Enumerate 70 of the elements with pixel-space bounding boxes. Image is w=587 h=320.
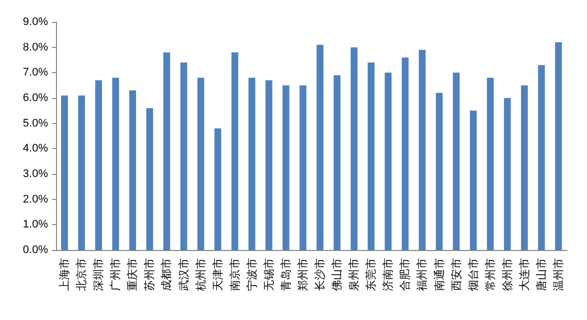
y-tick-label: 2.0% xyxy=(22,193,48,206)
x-tick-label: 重庆市 xyxy=(126,258,140,291)
x-tick-label: 郑州市 xyxy=(296,258,310,291)
bar xyxy=(384,72,392,250)
y-tick-label: 8.0% xyxy=(22,41,48,54)
bar xyxy=(300,85,306,250)
bar xyxy=(486,78,494,250)
y-tick-label: 7.0% xyxy=(22,66,48,79)
x-tick-label: 东莞市 xyxy=(364,258,378,291)
x-tick-label: 大连市 xyxy=(518,258,531,291)
x-tick-label: 无锡市 xyxy=(262,258,276,291)
bar xyxy=(504,98,511,250)
x-tick-label: 西安市 xyxy=(450,258,463,291)
bar xyxy=(368,62,375,250)
x-tick-label: 北京市 xyxy=(75,258,88,291)
bar xyxy=(214,128,222,250)
bar xyxy=(61,95,68,250)
bar xyxy=(316,44,324,250)
y-tick-label: 0.0% xyxy=(22,244,48,256)
y-tick-label: 6.0% xyxy=(22,92,48,104)
x-tick-label: 温州市 xyxy=(552,258,565,291)
x-tick-label: 成都市 xyxy=(160,258,174,291)
bar xyxy=(418,50,426,250)
y-tick-label: 4.0% xyxy=(22,142,48,155)
bar xyxy=(334,75,340,250)
x-tick-label: 南通市 xyxy=(432,258,446,291)
bar xyxy=(95,80,102,250)
x-tick-label: 上海市 xyxy=(58,258,72,291)
bar xyxy=(146,108,154,250)
bar xyxy=(402,57,409,250)
bar xyxy=(231,52,238,250)
y-tick-label: 5.0% xyxy=(22,117,48,130)
bar xyxy=(129,90,136,250)
bar xyxy=(452,72,460,250)
x-tick-label: 合肥市 xyxy=(398,258,412,291)
x-tick-label: 广州市 xyxy=(109,258,122,291)
x-tick-label: 宁波市 xyxy=(245,258,258,291)
bar xyxy=(470,110,477,250)
x-tick-label: 青岛市 xyxy=(279,258,292,291)
x-tick-label: 南京市 xyxy=(228,258,242,291)
bar xyxy=(180,62,188,250)
x-tick-label: 福州市 xyxy=(416,258,429,291)
bar xyxy=(78,95,85,250)
bar xyxy=(266,80,272,250)
y-tick-label: 9.0% xyxy=(22,16,48,28)
bar xyxy=(538,65,545,250)
x-tick-label: 泉州市 xyxy=(348,258,361,291)
bar xyxy=(350,47,358,250)
x-tick-label: 苏州市 xyxy=(143,258,156,291)
bar xyxy=(112,78,120,250)
bar xyxy=(521,85,528,250)
x-tick-label: 天津市 xyxy=(211,258,224,291)
x-tick-label: 长沙市 xyxy=(314,258,327,291)
bar xyxy=(163,52,170,250)
y-tick-label: 1.0% xyxy=(22,218,48,231)
x-tick-label: 烟台市 xyxy=(466,258,480,291)
x-tick-label: 唐山市 xyxy=(534,258,548,291)
x-tick-label: 深圳市 xyxy=(92,258,106,291)
bar xyxy=(436,92,443,250)
x-tick-label: 徐州市 xyxy=(500,258,514,291)
x-tick-label: 武汉市 xyxy=(177,258,190,291)
x-tick-label: 佛山市 xyxy=(330,258,344,291)
y-tick-label: 3.0% xyxy=(22,168,48,180)
x-tick-label: 济南市 xyxy=(382,258,395,291)
x-tick-label: 杭州市 xyxy=(194,258,208,292)
bar xyxy=(248,78,256,250)
bar xyxy=(555,42,562,250)
x-tick-label: 常州市 xyxy=(484,258,497,291)
bar xyxy=(197,78,204,250)
bar xyxy=(282,85,290,250)
